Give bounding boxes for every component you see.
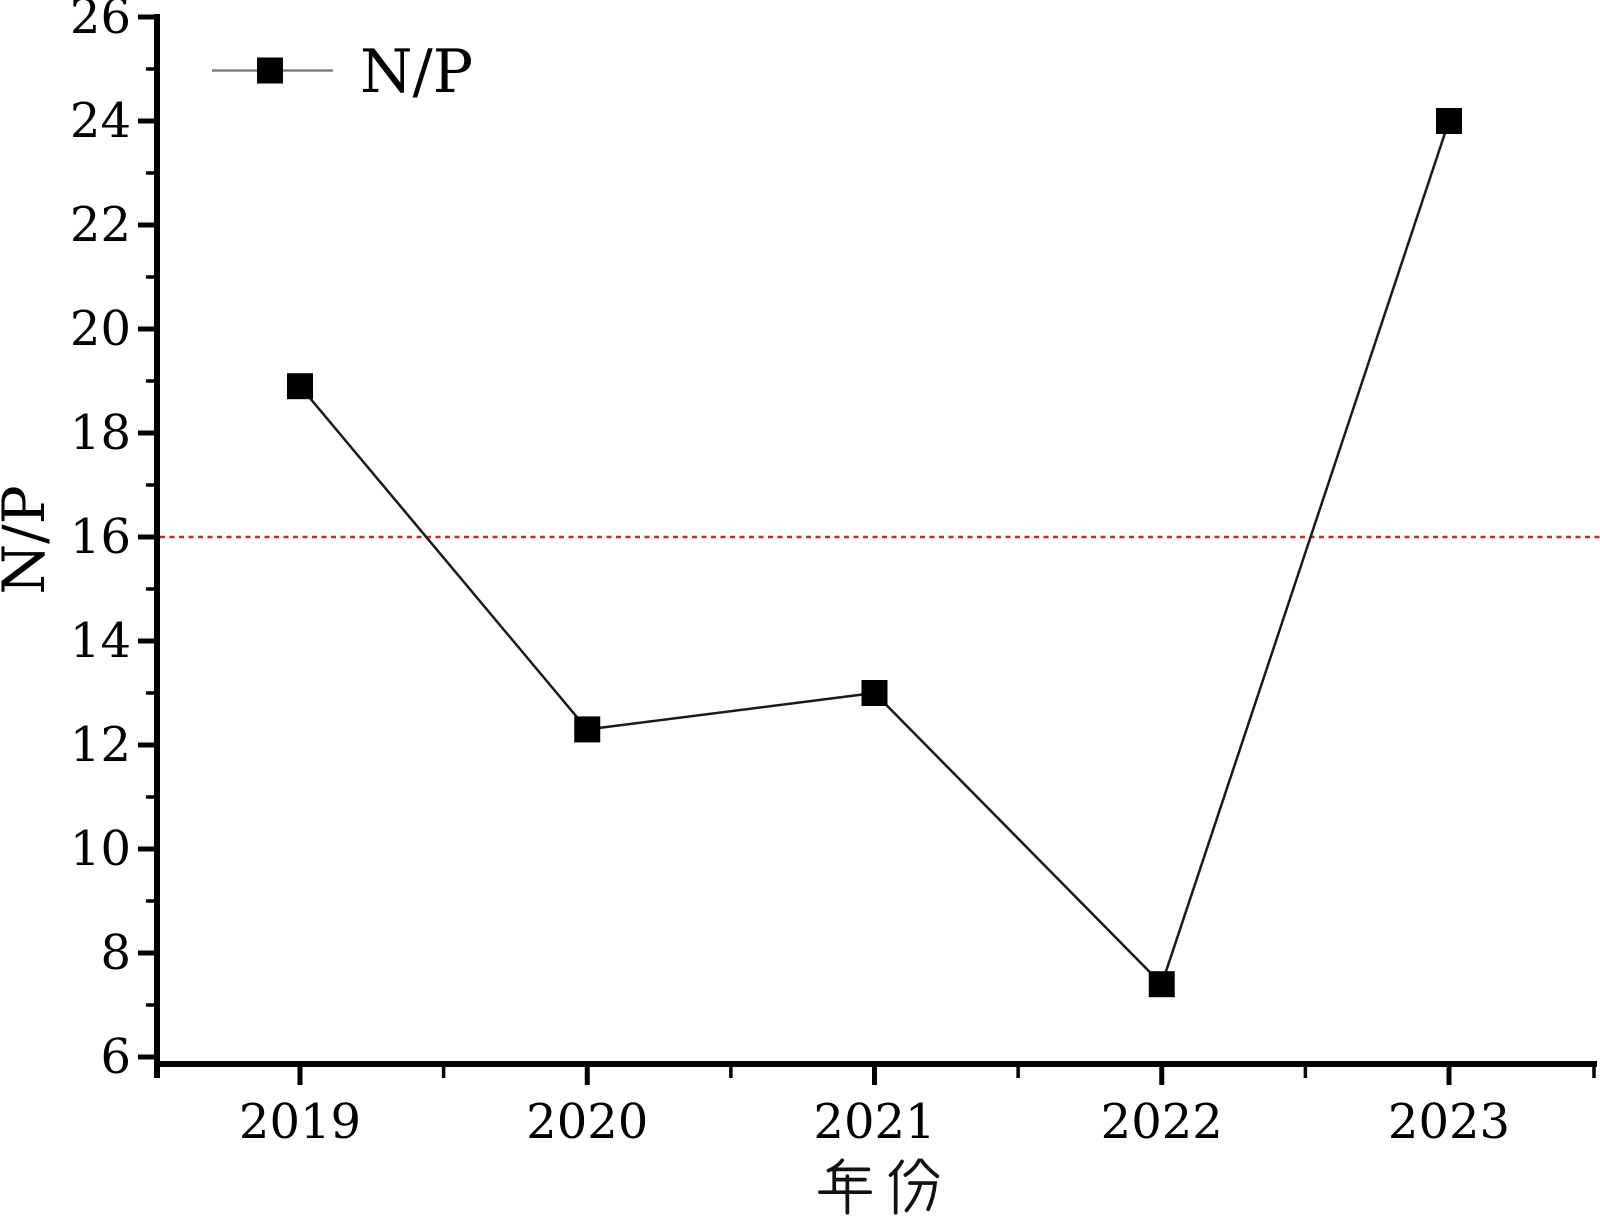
y-tick-label: 24 bbox=[70, 93, 131, 149]
y-tick-label: 26 bbox=[70, 0, 131, 45]
legend-square-marker bbox=[257, 57, 283, 84]
y-tick-label: 20 bbox=[70, 301, 131, 357]
y-tick-label: 8 bbox=[100, 925, 131, 981]
legend: N/P bbox=[212, 37, 473, 107]
legend-label: N/P bbox=[360, 37, 473, 107]
y-tick-label: 22 bbox=[70, 197, 131, 253]
x-tick-label: 2022 bbox=[1101, 1094, 1223, 1150]
x-tick-label: 2023 bbox=[1388, 1094, 1510, 1150]
y-tick-label: 12 bbox=[70, 717, 131, 773]
data-point-marker-2020 bbox=[574, 716, 601, 743]
np-data-line bbox=[299, 120, 1451, 987]
x-axis: 2019 2020 2021 2022 2023 bbox=[154, 1061, 1597, 1150]
y-axis-title: N/P bbox=[0, 485, 58, 594]
data-point-marker-2019 bbox=[287, 373, 313, 400]
y-tick-label: 10 bbox=[70, 821, 131, 877]
y-axis: 26 24 22 20 18 16 14 12 10 8 6 bbox=[70, 0, 160, 1085]
y-tick-label: 14 bbox=[70, 613, 131, 669]
y-tick-label: 16 bbox=[70, 509, 131, 565]
data-point-marker-2021 bbox=[861, 680, 888, 706]
y-tick-label: 6 bbox=[100, 1029, 131, 1085]
x-tick-label: 2021 bbox=[813, 1094, 935, 1150]
x-tick-label: 2019 bbox=[239, 1094, 361, 1150]
data-point-marker-2023 bbox=[1436, 108, 1462, 134]
glyph-nian bbox=[818, 1158, 873, 1215]
x-axis-title-glyphs bbox=[818, 1158, 940, 1215]
data-point-marker-2022 bbox=[1148, 971, 1175, 998]
glyph-fen bbox=[888, 1158, 940, 1215]
y-tick-label: 18 bbox=[70, 405, 131, 461]
data-series bbox=[287, 108, 1462, 998]
x-tick-label: 2020 bbox=[526, 1094, 648, 1150]
